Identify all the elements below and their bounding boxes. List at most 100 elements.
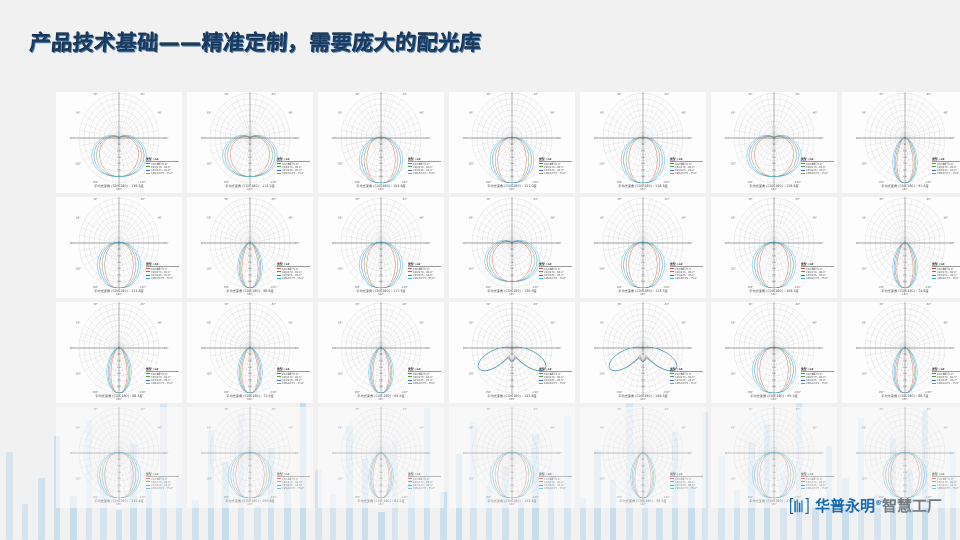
chart-legend: 类型 : cd C0/180 - 0.0° C90/270 - 90.0° C45/2… [539,262,572,280]
angle-tick-label: -90° [163,137,168,140]
angle-tick-label: 180° [771,398,777,401]
angle-tick-label: 30° [93,93,97,96]
legend-entry-label: C90/270 - 90.0° [937,480,957,484]
angle-tick-label: 90° [70,242,74,245]
angle-tick-label: -150° [401,391,408,394]
polar-chart-cell[interactable]: 180°150°120°90°60°30°0°-30°-60°-90°-120°… [842,407,960,508]
polar-chart-cell[interactable]: 180°150°120°90°60°30°0°-30°-60°-90°-120°… [187,302,313,403]
polar-chart-cell[interactable]: 180°150°120°90°60°30°0°-30°-60°-90°-120°… [56,92,182,193]
legend-entry-label: CMAX/C75 - 75.0° [675,276,698,280]
polar-chart-cell[interactable]: 180°150°120°90°60°30°0°-30°-60°-90°-120°… [318,92,444,193]
polar-chart-cell[interactable]: 180°150°120°90°60°30°0°-30°-60°-90°-120°… [842,302,960,403]
legend-color-swatch [932,481,936,483]
radial-tick-label: 50 [773,249,776,251]
polar-chart-cell[interactable]: 180°150°120°90°60°30°0°-30°-60°-90°-120°… [711,197,837,298]
polar-chart-cell[interactable]: 180°150°120°90°60°30°0°-30°-60°-90°-120°… [449,197,575,298]
legend-entry-label: C45/225 - 45.0° [675,378,695,382]
radial-tick-label: 200 [379,373,384,375]
angle-tick-label: -60° [419,322,424,325]
legend-entry: C90/270 - 90.0° [539,481,572,484]
radial-tick-label: 200 [510,478,515,480]
legend-color-swatch [670,487,674,489]
polar-chart-cell[interactable]: 180°150°120°90°60°30°0°-30°-60°-90°-120°… [580,302,706,403]
legend-entry: C90/270 - 90.0° [932,166,960,169]
legend-entry: CMAX/C75 - 75.0° [801,382,834,385]
legend-entry: CMAX/C75 - 75.0° [277,172,310,175]
radial-tick-label: 100 [903,255,908,257]
legend-color-swatch [408,481,412,483]
radial-tick-label: 150 [510,367,515,369]
legend-entry-label: C90/270 - 90.0° [151,375,171,379]
legend-color-swatch [932,169,936,171]
polar-chart-cell[interactable]: 180°150°120°90°60°30°0°-30°-60°-90°-120°… [187,407,313,508]
angle-tick-label: 30° [879,93,883,96]
radial-tick-label: 300 [772,281,777,283]
legend-entry: CMAX/C75 - 75.0° [932,172,960,175]
angle-tick-label: 60° [600,112,604,115]
legend-entry: CMAX/C75 - 75.0° [146,277,179,280]
angle-tick-label: -30° [533,198,538,201]
polar-chart-cell[interactable]: 180°150°120°90°60°30°0°-30°-60°-90°-120°… [318,302,444,403]
polar-light-distribution-chart: 180°150°120°90°60°30°0°-30°-60°-90°-120°… [70,92,169,191]
angle-tick-label: 150° [879,286,885,289]
angle-tick-label: 150° [617,391,623,394]
angle-tick-label: 60° [207,427,211,430]
radial-tick-label: 200 [641,163,646,165]
legend-color-swatch [801,487,805,489]
angle-tick-label: 150° [748,181,754,184]
angle-tick-label: 60° [76,322,80,325]
legend-entry-label: CMAX/C75 - 75.0° [282,171,305,175]
polar-chart-cell[interactable]: 180°150°120°90°60°30°0°-30°-60°-90°-120°… [318,407,444,508]
legend-entry: CMAX/C75 - 75.0° [146,382,179,385]
polar-chart-cell[interactable]: 180°150°120°90°60°30°0°-30°-60°-90°-120°… [56,407,182,508]
polar-chart-cell[interactable]: 180°150°120°90°60°30°0°-30°-60°-90°-120°… [449,302,575,403]
angle-tick-label: 150° [93,391,99,394]
polar-chart-cell[interactable]: 180°150°120°90°60°30°0°-30°-60°-90°-120°… [580,197,706,298]
photometric-curve [484,239,540,282]
legend-entry: C45/225 - 45.0° [801,169,834,172]
polar-chart-cell[interactable]: 180°150°120°90°60°30°0°-30°-60°-90°-120°… [318,197,444,298]
angle-tick-label: -150° [270,391,277,394]
legend-entry: C45/225 - 45.0° [932,169,960,172]
photometric-curve [228,451,272,499]
polar-chart-cell[interactable]: 180°150°120°90°60°30°0°-30°-60°-90°-120°… [187,197,313,298]
radial-tick-label: 300 [510,491,515,493]
polar-chart-cell[interactable]: 180°150°120°90°60°30°0°-30°-60°-90°-120°… [449,92,575,193]
polar-chart-cell[interactable]: 180°150°120°90°60°30°0°-30°-60°-90°-120°… [842,197,960,298]
polar-chart-cell[interactable]: 180°150°120°90°60°30°0°-30°-60°-90°-120°… [56,197,182,298]
angle-tick-label: 60° [731,217,735,220]
chart-legend: 类型 : cd C0/180 - 0.0° C90/270 - 90.0° C45/2… [539,157,572,175]
legend-color-swatch [801,163,805,164]
polar-light-distribution-chart: 180°150°120°90°60°30°0°-30°-60°-90°-120°… [725,92,824,191]
radial-tick-label: 50 [118,249,121,251]
angle-tick-label: 60° [338,112,342,115]
polar-chart-cell[interactable]: 180°150°120°90°60°30°0°-30°-60°-90°-120°… [711,407,837,508]
angle-tick-label: 30° [486,408,490,411]
chart-legend: 类型 : cd C0/180 - 0.0° C90/270 - 90.0° C45/2… [932,157,960,175]
angle-tick-label: 90° [856,242,860,245]
legend-entry-label: CMAX/C75 - 75.0° [806,486,829,490]
legend-color-swatch [277,271,281,273]
angle-tick-label: -150° [532,181,539,184]
polar-chart-cell[interactable]: 180°150°120°90°60°30°0°-30°-60°-90°-120°… [449,407,575,508]
chart-legend: 类型 : cd C0/180 - 0.0° C90/270 - 90.0° C45/2… [801,157,834,175]
polar-chart-cell[interactable]: 180°150°120°90°60°30°0°-30°-60°-90°-120°… [580,407,706,508]
polar-chart-cell[interactable]: 180°150°120°90°60°30°0°-30°-60°-90°-120°… [580,92,706,193]
polar-chart-cell[interactable]: 180°150°120°90°60°30°0°-30°-60°-90°-120°… [711,302,837,403]
legend-title: 类型 : cd [408,472,441,478]
polar-chart-cell[interactable]: 180°150°120°90°60°30°0°-30°-60°-90°-120°… [842,92,960,193]
legend-color-swatch [801,274,805,276]
legend-entry-label: C45/225 - 45.0° [413,273,433,277]
polar-chart-cell[interactable]: 180°150°120°90°60°30°0°-30°-60°-90°-120°… [56,302,182,403]
angle-tick-label: 180° [116,188,122,191]
angle-tick-label: 60° [207,112,211,115]
angle-tick-label: -60° [419,112,424,115]
legend-entry: CMAX/C75 - 75.0° [539,277,572,280]
chart-caption: 平均光束角 (C0/C180) : 142.8度 [487,394,537,398]
polar-chart-cell[interactable]: 180°150°120°90°60°30°0°-30°-60°-90°-120°… [711,92,837,193]
polar-chart-cell[interactable]: 180°150°120°90°60°30°0°-30°-60°-90°-120°… [187,92,313,193]
radial-tick-label: 150 [379,367,384,369]
legend-entry: C45/225 - 45.0° [932,379,960,382]
angle-tick-label: 30° [879,198,883,201]
legend-color-swatch [277,478,281,479]
